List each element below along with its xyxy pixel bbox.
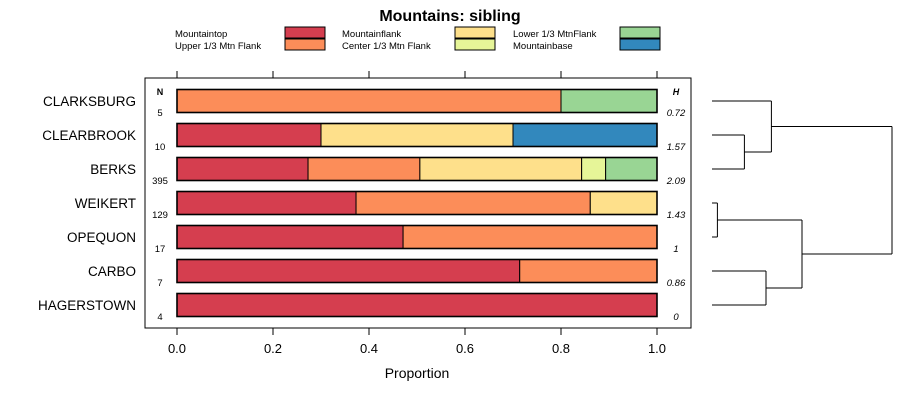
- h-value: 0.72: [667, 108, 686, 119]
- h-column-header: H: [673, 87, 680, 97]
- x-axis: 0.0 0.2 0.4 0.6 0.8 1.0: [168, 328, 666, 356]
- category-label: CARBO: [88, 264, 136, 279]
- h-value: 1: [673, 244, 678, 255]
- category-label: OPEQUON: [67, 230, 136, 245]
- bar-segment-mountaintop: [176, 259, 521, 283]
- legend-swatch-upper-1-3-mtn-flank: [284, 38, 326, 51]
- legend-label-center-1-3-mtn-flank: Center 1/3 Mtn Flank: [342, 41, 431, 52]
- category-label: HAGERSTOWN: [38, 298, 136, 313]
- bar-outline: [176, 292, 658, 318]
- legend-label-lower-1-3-mtnflank: Lower 1/3 MtnFlank: [513, 29, 597, 40]
- bar-outline: [176, 258, 658, 284]
- bar-segment-mountaintop: [176, 123, 322, 147]
- x-tick-label: 0.8: [552, 341, 570, 356]
- category-label: BERKS: [90, 162, 136, 177]
- x-axis-label: Proportion: [385, 365, 450, 381]
- legend-label-mountaintop: Mountaintop: [175, 29, 227, 40]
- bar-segment-lower-1-3-mtnflank: [560, 89, 658, 113]
- category-label: CLARKSBURG: [43, 94, 136, 109]
- x-tick-label: 0.2: [264, 341, 282, 356]
- bar-segment-center-1-3-mtn-flank: [581, 157, 607, 181]
- bar-segment-mountainflank: [419, 157, 583, 181]
- bar-segment-upper-1-3-mtn-flank: [519, 259, 658, 283]
- legend-label-mountainflank: Mountainflank: [342, 29, 401, 40]
- legend-swatch-mountainflank: [454, 26, 496, 39]
- legend-label-mountainbase: Mountainbase: [513, 41, 573, 52]
- bar-outline: [176, 190, 658, 216]
- bar-segment-mountainflank: [320, 123, 514, 147]
- plot-frame: [144, 77, 692, 329]
- n-value: 10: [155, 142, 166, 153]
- n-value: 395: [152, 176, 168, 187]
- bar-outline: [176, 122, 658, 148]
- n-value: 129: [152, 210, 168, 221]
- row-clearbrook: CLEARBROOK 10 1.57: [42, 122, 686, 153]
- category-label: CLEARBROOK: [42, 128, 136, 143]
- n-value: 17: [155, 244, 166, 255]
- bar-outline: [176, 88, 658, 114]
- h-value: 0.86: [667, 278, 686, 289]
- legend-swatch-center-1-3-mtn-flank: [454, 38, 496, 51]
- bar-segment-mountaintop: [176, 293, 658, 317]
- bar-segment-upper-1-3-mtn-flank: [307, 157, 421, 181]
- row-clarksburg: CLARKSBURG 5 0.72: [43, 88, 686, 119]
- legend-label-upper-1-3-mtn-flank: Upper 1/3 Mtn Flank: [175, 41, 261, 52]
- n-column-header: N: [157, 87, 164, 97]
- bar-segment-lower-1-3-mtnflank: [605, 157, 658, 181]
- x-tick-label: 0.0: [168, 341, 186, 356]
- h-value: 0: [673, 312, 679, 323]
- row-weikert: WEIKERT 129 1.43: [75, 190, 686, 221]
- n-value: 7: [157, 278, 162, 289]
- category-label: WEIKERT: [75, 196, 136, 211]
- row-hagerstown: HAGERSTOWN 4 0: [38, 292, 679, 323]
- bar-outline: [176, 156, 658, 182]
- legend-swatch-mountaintop: [284, 26, 326, 39]
- bar-segment-mountaintop: [176, 191, 357, 215]
- bar-segment-upper-1-3-mtn-flank: [176, 89, 562, 113]
- dendrogram: [712, 100, 893, 306]
- row-opequon: OPEQUON 17 1: [67, 224, 679, 255]
- x-tick-label: 0.6: [456, 341, 474, 356]
- n-value: 5: [157, 108, 162, 119]
- bar-segment-upper-1-3-mtn-flank: [402, 225, 658, 249]
- h-value: 2.09: [666, 176, 686, 187]
- chart-title: Mountains: sibling: [379, 8, 520, 25]
- x-axis-top: [176, 71, 658, 78]
- bar-segment-mountaintop: [176, 225, 404, 249]
- legend-swatch-lower-1-3-mtnflank: [619, 26, 661, 39]
- h-value: 1.57: [667, 142, 686, 153]
- x-tick-label: 1.0: [648, 341, 666, 356]
- bar-segment-mountainflank: [589, 191, 658, 215]
- n-value: 4: [157, 312, 162, 323]
- x-tick-label: 0.4: [360, 341, 378, 356]
- row-carbo: CARBO 7 0.86: [88, 258, 686, 289]
- bar-segment-mountaintop: [176, 157, 309, 181]
- bar-segment-upper-1-3-mtn-flank: [355, 191, 591, 215]
- row-berks: BERKS 395 2.09: [90, 156, 686, 187]
- bar-segment-mountainbase: [512, 123, 658, 147]
- bar-outline: [176, 224, 658, 250]
- h-value: 1.43: [667, 210, 686, 221]
- legend-swatch-mountainbase: [619, 38, 661, 51]
